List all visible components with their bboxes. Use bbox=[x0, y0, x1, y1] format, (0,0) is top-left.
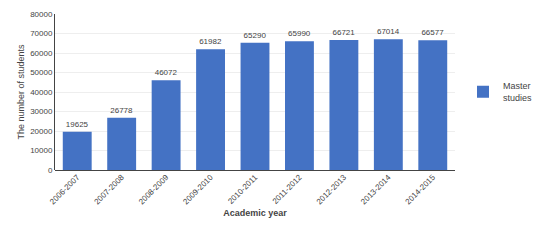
svg-text:Masterstudies: Masterstudies bbox=[503, 81, 532, 103]
svg-text:20000: 20000 bbox=[30, 127, 53, 136]
svg-text:2009-2010: 2009-2010 bbox=[181, 172, 215, 206]
svg-text:65990: 65990 bbox=[288, 29, 311, 38]
svg-text:Academic year: Academic year bbox=[223, 208, 287, 218]
svg-text:46072: 46072 bbox=[155, 68, 178, 77]
svg-text:65290: 65290 bbox=[244, 31, 267, 40]
svg-text:26778: 26778 bbox=[110, 106, 133, 115]
svg-text:30000: 30000 bbox=[30, 107, 53, 116]
svg-text:70000: 70000 bbox=[30, 29, 53, 38]
svg-text:10000: 10000 bbox=[30, 146, 53, 155]
svg-text:80000: 80000 bbox=[30, 10, 53, 19]
svg-text:2010-2011: 2010-2011 bbox=[226, 172, 259, 205]
svg-text:19625: 19625 bbox=[66, 120, 89, 129]
svg-text:2014-2015: 2014-2015 bbox=[404, 172, 438, 206]
svg-text:50000: 50000 bbox=[30, 68, 53, 77]
svg-text:61982: 61982 bbox=[199, 37, 222, 46]
svg-text:2008-2009: 2008-2009 bbox=[137, 172, 171, 206]
svg-text:66721: 66721 bbox=[332, 28, 355, 37]
svg-text:2011-2012: 2011-2012 bbox=[271, 172, 304, 205]
svg-text:The number of students: The number of students bbox=[16, 44, 26, 140]
svg-text:0: 0 bbox=[48, 166, 53, 175]
svg-text:66577: 66577 bbox=[421, 28, 444, 37]
svg-text:2012-2013: 2012-2013 bbox=[315, 172, 349, 206]
svg-text:2013-2014: 2013-2014 bbox=[359, 172, 393, 206]
svg-text:67014: 67014 bbox=[377, 27, 400, 36]
svg-text:40000: 40000 bbox=[30, 88, 53, 97]
svg-text:2006-2007: 2006-2007 bbox=[48, 172, 82, 206]
svg-text:2007-2008: 2007-2008 bbox=[92, 172, 126, 206]
svg-text:60000: 60000 bbox=[30, 49, 53, 58]
